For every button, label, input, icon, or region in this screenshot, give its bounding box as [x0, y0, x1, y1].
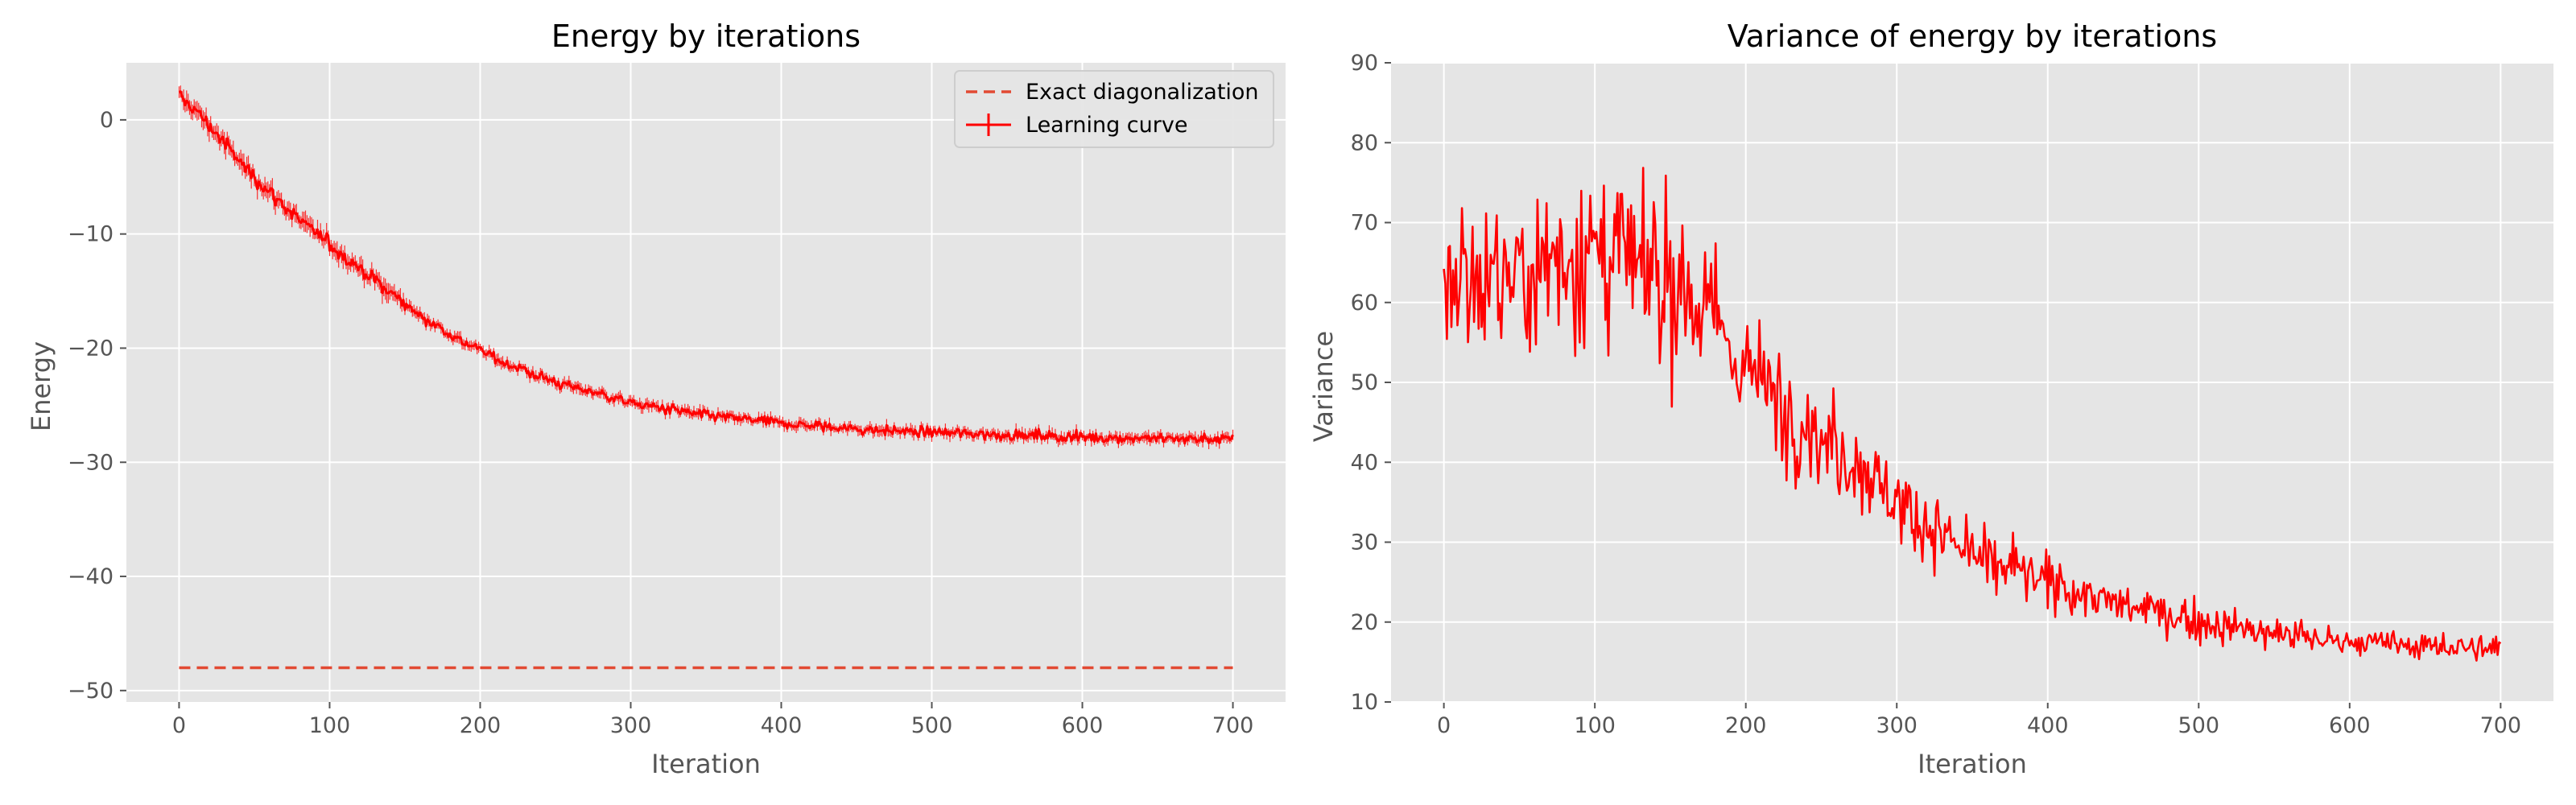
x-tick-label: 500 — [2178, 713, 2220, 738]
plot-area-0 — [126, 63, 1286, 702]
y-tick-label: 20 — [1351, 610, 1378, 635]
energy-chart-xlabel: Iteration — [651, 749, 761, 779]
y-tick-label: 90 — [1351, 51, 1378, 76]
legend-label-exact-diagonalization: Exact diagonalization — [1026, 80, 1259, 105]
legend-label-learning-curve: Learning curve — [1026, 113, 1187, 138]
variance-chart: 0 100 200 300 400 500 600 700 10 20 30 40 50 60 70 80 90… — [1308, 19, 2553, 779]
y-tick-label: 0 — [100, 108, 114, 133]
x-tick-label: 200 — [460, 713, 502, 738]
y-tick-label: 60 — [1351, 291, 1378, 316]
y-tick-label: 10 — [1351, 690, 1378, 715]
y-tick-label: 80 — [1351, 130, 1378, 155]
energy-chart-ylabel: Energy — [26, 341, 56, 431]
x-tick-label: 300 — [1876, 713, 1918, 738]
variance-chart-ylabel: Variance — [1308, 331, 1339, 442]
y-tick-label: 30 — [1351, 530, 1378, 555]
x-tick-label: 700 — [2480, 713, 2522, 738]
y-tick-label: −50 — [68, 679, 114, 704]
x-tick-label: 0 — [172, 713, 186, 738]
series-learning-curve — [178, 90, 1234, 445]
x-tick-label: 400 — [2027, 713, 2069, 738]
y-tick-label: 50 — [1351, 370, 1378, 395]
energy-chart-title: Energy by iterations — [551, 19, 861, 54]
y-tick-label: 70 — [1351, 211, 1378, 236]
variance-chart-xlabel: Iteration — [1918, 749, 2027, 779]
legend-box — [954, 70, 1274, 148]
x-tick-label: 0 — [1437, 713, 1451, 738]
x-tick-label: 400 — [761, 713, 803, 738]
y-tick-label: −10 — [68, 222, 114, 247]
y-tick-label: −20 — [68, 336, 114, 361]
energy-chart-legend: Exact diagonalization Learning curve — [954, 70, 1274, 148]
x-tick-label: 500 — [911, 713, 953, 738]
x-tick-label: 600 — [1062, 713, 1104, 738]
variance-chart-title: Variance of energy by iterations — [1728, 19, 2217, 54]
y-tick-label: 40 — [1351, 450, 1378, 475]
x-tick-label: 700 — [1212, 713, 1254, 738]
series-variance — [1443, 167, 2502, 662]
y-tick-label: −30 — [68, 450, 114, 475]
energy-chart: 0 100 200 300 400 500 600 700 0 −10 −20 −30 −40 −50 Ex… — [26, 19, 1286, 779]
y-tick-label: −40 — [68, 564, 114, 589]
x-tick-label: 300 — [610, 713, 652, 738]
x-tick-label: 200 — [1725, 713, 1767, 738]
x-tick-label: 100 — [1574, 713, 1616, 738]
x-tick-label: 600 — [2329, 713, 2371, 738]
x-tick-label: 100 — [309, 713, 351, 738]
